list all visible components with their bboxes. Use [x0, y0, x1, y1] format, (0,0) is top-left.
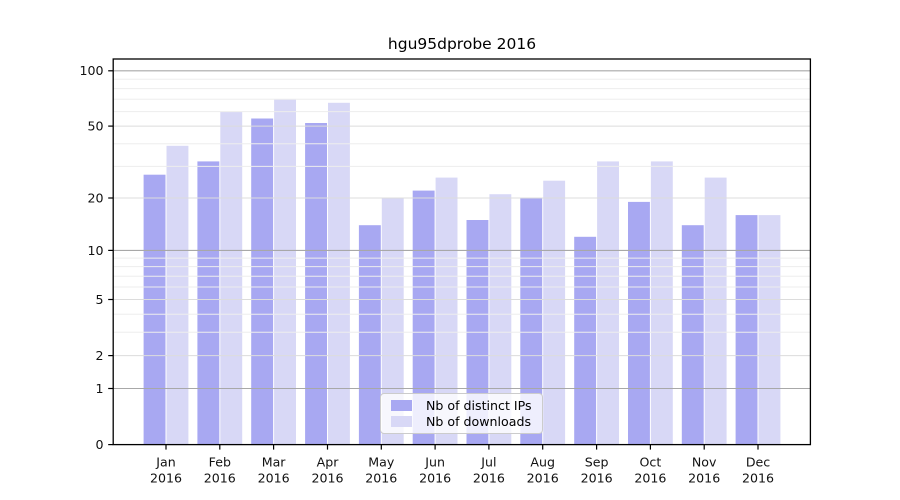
legend-item-distinct-ips: Nb of distinct IPs: [391, 398, 542, 413]
bar-may-distinct-ips: [358, 225, 381, 445]
x-tick-label-year-oct: 2016: [634, 471, 666, 486]
plot-frame: [112, 58, 812, 446]
y-tick-label-0: 0: [95, 437, 103, 452]
bar-mar-distinct-ips: [251, 118, 274, 445]
bar-dec-downloads: [758, 215, 781, 445]
x-tick-label-month-jan: Jan: [155, 455, 175, 470]
x-tick-label-year-apr: 2016: [311, 471, 343, 486]
x-tick-label-month-mar: Mar: [262, 455, 287, 470]
bar-nov-distinct-ips: [681, 225, 704, 445]
bar-dec-distinct-ips: [735, 215, 758, 445]
x-tick-label-year-jun: 2016: [419, 471, 451, 486]
x-tick-label-year-nov: 2016: [688, 471, 720, 486]
legend: Nb of distinct IPs Nb of downloads: [380, 393, 543, 434]
bar-mar-downloads: [274, 99, 296, 445]
legend-swatch-distinct-ips: [391, 399, 412, 411]
x-tick-label-year-dec: 2016: [742, 471, 774, 486]
y-tick-label-1: 1: [95, 381, 103, 396]
bar-oct-downloads: [650, 161, 673, 445]
x-tick-label-month-jun: Jun: [424, 455, 445, 470]
bar-oct-distinct-ips: [628, 201, 650, 445]
bar-jun-distinct-ips: [412, 190, 435, 445]
y-tick-label-10: 10: [87, 243, 103, 258]
x-tick-label-month-jul: Jul: [480, 455, 496, 470]
bar-jan-downloads: [166, 145, 189, 445]
y-tick-label-100: 100: [79, 63, 103, 78]
bar-aug-downloads: [543, 180, 566, 445]
x-tick-label-month-may: May: [368, 455, 395, 470]
x-tick-label-year-mar: 2016: [258, 471, 290, 486]
x-tick-label-year-jul: 2016: [473, 471, 505, 486]
bar-sep-downloads: [597, 161, 619, 445]
y-tick-label-5: 5: [95, 292, 103, 307]
bar-feb-downloads: [220, 111, 243, 445]
bar-sep-distinct-ips: [574, 236, 597, 445]
x-tick-label-month-apr: Apr: [317, 455, 340, 470]
chart-title: hgu95dprobe 2016: [387, 35, 537, 53]
bar-apr-distinct-ips: [305, 123, 327, 445]
bar-jul-downloads: [489, 194, 512, 445]
x-tick-label-year-feb: 2016: [204, 471, 236, 486]
legend-item-downloads: Nb of downloads: [391, 414, 542, 429]
legend-label-distinct-ips: Nb of distinct IPs: [426, 397, 532, 413]
bar-apr-downloads: [328, 102, 350, 445]
legend-swatch-downloads: [391, 416, 412, 428]
y-tick-label-50: 50: [87, 119, 103, 134]
x-tick-label-month-sep: Sep: [585, 455, 609, 470]
bar-jun-downloads: [435, 177, 458, 445]
x-tick-label-year-sep: 2016: [581, 471, 613, 486]
x-tick-label-year-may: 2016: [365, 471, 397, 486]
bar-feb-distinct-ips: [197, 161, 220, 445]
x-tick-label-month-nov: Nov: [692, 455, 717, 470]
x-tick-label-year-aug: 2016: [527, 471, 559, 486]
x-tick-label-year-jan: 2016: [150, 471, 182, 486]
x-tick-label-month-feb: Feb: [209, 455, 231, 470]
bar-jan-distinct-ips: [143, 174, 166, 445]
y-tick-label-2: 2: [95, 348, 103, 363]
x-tick-label-month-oct: Oct: [640, 455, 662, 470]
legend-label-downloads: Nb of downloads: [426, 414, 532, 430]
y-tick-label-20: 20: [87, 190, 103, 205]
x-tick-label-month-aug: Aug: [530, 455, 555, 470]
bar-may-downloads: [381, 198, 404, 445]
bar-nov-downloads: [704, 177, 727, 445]
x-tick-label-month-dec: Dec: [746, 455, 770, 470]
bar-aug-distinct-ips: [520, 198, 543, 445]
